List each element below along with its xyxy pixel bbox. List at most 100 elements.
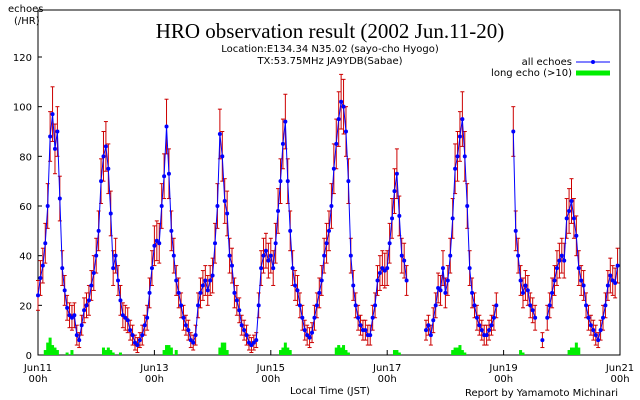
long-echo-bar bbox=[51, 345, 55, 355]
data-point bbox=[261, 253, 266, 258]
x-axis-label: Local Time (JST) bbox=[290, 386, 370, 397]
data-point bbox=[426, 323, 431, 328]
data-point bbox=[225, 211, 230, 216]
data-point bbox=[319, 278, 324, 283]
data-point bbox=[465, 204, 470, 208]
data-point bbox=[263, 248, 268, 253]
data-point bbox=[169, 228, 174, 233]
data-point bbox=[220, 154, 225, 159]
long-echo-bar bbox=[346, 352, 350, 355]
data-point bbox=[431, 318, 436, 323]
data-point bbox=[489, 323, 494, 328]
long-echo-bar bbox=[111, 352, 115, 355]
x-tick-label: Jun15 00h bbox=[256, 363, 285, 385]
legend-label: all echoes bbox=[522, 57, 572, 68]
data-point bbox=[608, 273, 613, 278]
data-point bbox=[205, 288, 210, 293]
data-point bbox=[300, 315, 305, 320]
data-point bbox=[38, 276, 43, 281]
long-echo-bar bbox=[43, 350, 47, 355]
data-point bbox=[295, 288, 300, 293]
data-point bbox=[179, 303, 184, 308]
long-echo-bar bbox=[453, 347, 457, 355]
data-point bbox=[373, 303, 378, 308]
data-point bbox=[55, 129, 60, 134]
data-point bbox=[72, 313, 77, 318]
data-point bbox=[290, 266, 295, 271]
data-point bbox=[62, 288, 67, 293]
data-point bbox=[118, 298, 123, 303]
data-point bbox=[244, 333, 249, 338]
data-point bbox=[164, 124, 169, 129]
data-point bbox=[521, 290, 525, 295]
data-point bbox=[307, 335, 312, 340]
legend-label: long echo (>10) bbox=[491, 68, 572, 79]
data-point bbox=[353, 303, 358, 308]
data-point bbox=[171, 253, 176, 258]
long-echo-bar bbox=[463, 352, 467, 355]
data-point bbox=[60, 266, 65, 271]
data-point bbox=[128, 328, 133, 333]
data-point bbox=[562, 258, 567, 263]
data-point bbox=[108, 211, 113, 216]
data-point bbox=[530, 308, 535, 313]
long-echo-bar bbox=[106, 347, 110, 355]
long-echo-bar bbox=[281, 347, 285, 355]
data-point bbox=[428, 333, 433, 338]
long-echo-bar bbox=[279, 350, 282, 355]
long-echo-bar bbox=[574, 342, 578, 355]
data-point bbox=[334, 141, 339, 146]
x-tick-label: Jun17 00h bbox=[372, 363, 401, 385]
plot-frame bbox=[37, 9, 621, 356]
long-echo-bar bbox=[225, 350, 229, 355]
data-point bbox=[251, 340, 256, 345]
data-point bbox=[525, 288, 530, 293]
long-echo-bar bbox=[458, 345, 462, 355]
data-point bbox=[450, 216, 455, 221]
long-echo-bar bbox=[521, 352, 525, 355]
data-point bbox=[343, 129, 348, 134]
data-point bbox=[440, 266, 445, 271]
data-point bbox=[339, 99, 344, 104]
data-point bbox=[445, 278, 450, 283]
data-point bbox=[387, 241, 392, 246]
data-point bbox=[443, 290, 448, 295]
data-point bbox=[397, 213, 402, 218]
long-echo-bar bbox=[342, 345, 346, 355]
data-point bbox=[288, 228, 293, 233]
data-point bbox=[273, 241, 278, 246]
y-axis-label: (/HR) bbox=[14, 16, 40, 27]
data-point bbox=[159, 204, 164, 208]
data-point bbox=[36, 293, 40, 298]
data-point bbox=[99, 179, 104, 184]
long-echo-bar bbox=[344, 350, 348, 355]
long-echo-bar bbox=[460, 350, 464, 355]
data-point bbox=[276, 208, 281, 213]
data-point bbox=[101, 154, 106, 159]
data-point bbox=[467, 266, 472, 271]
data-point bbox=[552, 278, 557, 283]
data-point bbox=[385, 266, 390, 271]
data-point bbox=[111, 266, 116, 271]
data-point bbox=[547, 303, 552, 308]
data-point bbox=[593, 333, 598, 338]
data-point bbox=[438, 288, 443, 293]
data-point bbox=[455, 154, 460, 159]
data-point bbox=[348, 253, 353, 258]
data-point bbox=[135, 343, 140, 348]
long-echo-bar bbox=[397, 352, 401, 355]
data-point bbox=[142, 323, 147, 328]
long-echo-bar bbox=[162, 350, 166, 355]
long-echo-bar bbox=[392, 350, 396, 355]
data-point bbox=[174, 278, 179, 283]
data-point bbox=[610, 278, 615, 283]
data-point bbox=[576, 266, 581, 271]
data-point bbox=[453, 166, 458, 171]
data-point bbox=[191, 340, 196, 345]
data-point bbox=[569, 199, 574, 204]
data-point bbox=[586, 315, 591, 320]
long-echo-bar bbox=[218, 347, 222, 355]
long-echo-bar bbox=[53, 347, 57, 355]
data-point bbox=[213, 241, 218, 246]
long-echo-bar bbox=[572, 347, 576, 355]
